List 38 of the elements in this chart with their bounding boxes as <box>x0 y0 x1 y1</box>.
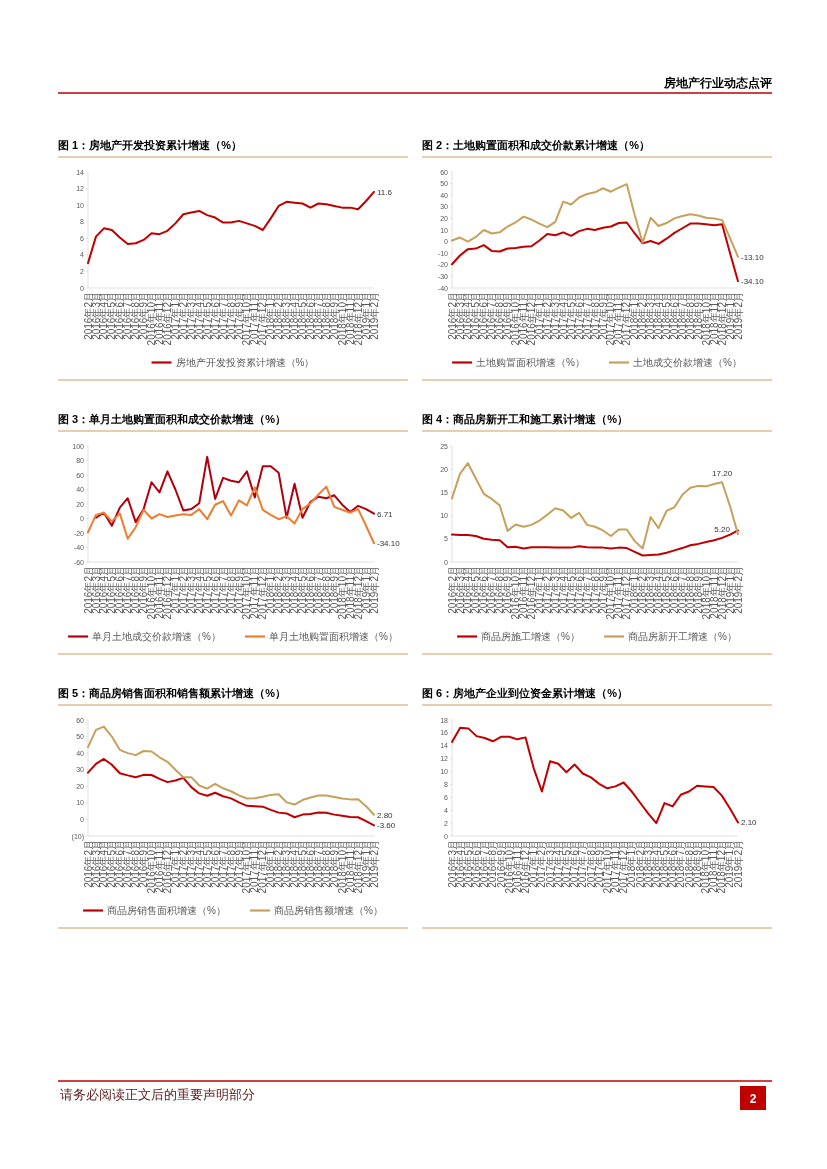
legend-label: 单月土地购置面积增速（%） <box>269 631 398 642</box>
annotation: -34.10 <box>741 277 765 287</box>
text: 2 <box>749 1092 757 1106</box>
line-series <box>87 757 375 827</box>
line-series <box>87 190 375 265</box>
legend-label: 商品房销售额增速（%） <box>274 905 383 916</box>
text: 房地产行业动态点评 <box>663 76 772 90</box>
chart-title: 图 6：房地产企业到位资金累计增速（%） <box>422 687 628 700</box>
legend-label: 商品房销售面积增速（%） <box>107 905 226 916</box>
annotation: 17.20 <box>712 469 733 479</box>
text: 请务必阅读正文后的重要声明部分 <box>60 1087 255 1102</box>
legend-label: 商品房施工增速（%） <box>481 631 580 642</box>
chart-title: 图 1：房地产开发投资累计增速（%） <box>58 139 242 152</box>
annotation: 11.6 <box>377 187 393 197</box>
annotation: 6.71 <box>377 509 394 519</box>
line-series <box>451 462 739 550</box>
legend-label: 商品房新开工增速（%） <box>628 631 737 642</box>
line-series <box>94 455 375 527</box>
legend-label: 房地产开发投资累计增速（%） <box>175 357 315 368</box>
chart-title: 图 3：单月土地购置面积和成交价款增速（%） <box>58 413 286 426</box>
chart-title: 图 5：商品房销售面积和销售额累计增速（%） <box>58 687 286 700</box>
chart-title: 图 2：土地购置面积和成交价款累计增速（%） <box>422 139 650 152</box>
chart-title: 图 4：商品房新开工和施工累计增速（%） <box>422 413 628 426</box>
annotation: -13.10 <box>741 252 765 262</box>
line-series <box>451 529 739 557</box>
line-series <box>451 726 739 825</box>
annotation: -3.60 <box>377 821 396 831</box>
annotation: 2.80 <box>377 810 394 820</box>
line-series <box>87 725 375 816</box>
annotation: 5.20 <box>714 524 731 534</box>
line-series <box>451 221 739 283</box>
legend-label: 单月土地成交价款增速（%） <box>92 631 221 642</box>
legend-label: 土地购置面积增速（%） <box>476 357 585 368</box>
annotation: -34.10 <box>377 539 401 549</box>
legend-label: 土地成交价款增速（%） <box>633 357 742 368</box>
line-series <box>87 485 375 545</box>
annotation: 2.10 <box>741 818 758 828</box>
line-series <box>451 183 739 258</box>
